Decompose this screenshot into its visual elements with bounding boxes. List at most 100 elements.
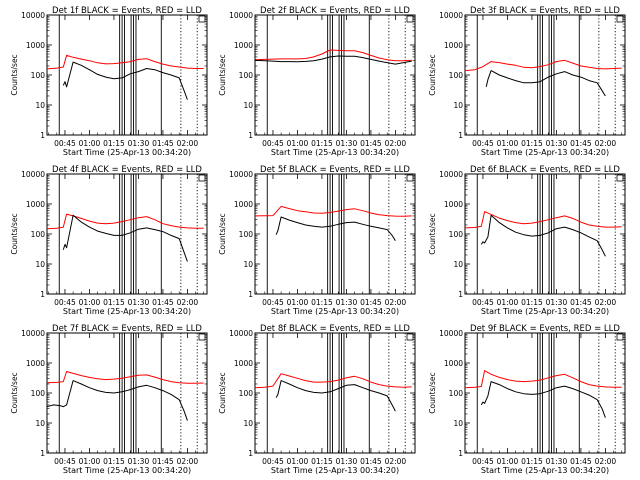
y-axis-label: Counts/sec — [10, 372, 19, 413]
x-axis-label: Start Time (25-Apr-13 00:34:20) — [481, 307, 609, 316]
panel-title: Det 6f BLACK = Events, RED = LLD — [470, 165, 620, 175]
x-tick-label: 01:45 — [360, 139, 382, 148]
series-lld — [464, 59, 622, 72]
panel-title: Det 8f BLACK = Events, RED = LLD — [260, 324, 410, 334]
y-tick-label: 1 — [458, 131, 463, 140]
x-tick-label: 00:45 — [54, 139, 76, 148]
x-axis-label: Start Time (25-Apr-13 00:34:20) — [271, 307, 399, 316]
x-tick-label: 01:00 — [79, 457, 101, 466]
y-tick-label: 1 — [248, 449, 253, 458]
x-tick-label: 01:45 — [360, 298, 382, 307]
y-tick-label: 10000 — [229, 170, 253, 179]
x-tick-label: 02:00 — [177, 457, 199, 466]
y-tick-label: 100 — [449, 389, 464, 398]
x-tick-label: 01:30 — [336, 139, 358, 148]
x-tick-label: 01:15 — [103, 298, 125, 307]
y-axis-label: Counts/sec — [428, 213, 437, 254]
panel-det-4: Det 4f BLACK = Events, RED = LLD 1 10 100 10… — [10, 165, 208, 316]
y-tick-label: 1000 — [444, 41, 463, 50]
y-tick-label: 100 — [31, 389, 46, 398]
legend-box — [616, 174, 624, 182]
y-tick-label: 10 — [243, 419, 253, 428]
x-tick-label: 00:45 — [472, 139, 494, 148]
series-lld — [254, 373, 412, 389]
y-axis-label: Counts/sec — [10, 213, 19, 254]
x-tick-label: 01:00 — [497, 139, 519, 148]
y-tick-label: 1 — [40, 290, 45, 299]
x-tick-label: 00:45 — [472, 298, 494, 307]
panel-det-7: Det 7f BLACK = Events, RED = LLD 1 10 100 10… — [10, 324, 208, 475]
legend-box — [406, 333, 414, 341]
y-tick-label: 100 — [239, 389, 254, 398]
x-tick-label: 01:00 — [287, 457, 309, 466]
series-events — [46, 380, 188, 421]
x-tick-label: 01:00 — [79, 298, 101, 307]
y-tick-label: 1000 — [234, 41, 253, 50]
y-axis-label: Counts/sec — [218, 54, 227, 95]
x-tick-label: 01:00 — [287, 298, 309, 307]
x-tick-label: 01:00 — [497, 457, 519, 466]
series-events — [480, 381, 606, 418]
panel-det-2: Det 2f BLACK = Events, RED = LLD 1 10 100 10… — [218, 6, 416, 157]
x-tick-label: 01:45 — [152, 139, 174, 148]
legend-box — [616, 333, 624, 341]
x-axis-label: Start Time (25-Apr-13 00:34:20) — [63, 148, 191, 157]
x-axis-label: Start Time (25-Apr-13 00:34:20) — [63, 466, 191, 475]
x-tick-label: 01:00 — [497, 298, 519, 307]
panel-title: Det 7f BLACK = Events, RED = LLD — [52, 324, 202, 334]
series-lld — [254, 205, 412, 217]
series-events — [485, 70, 606, 97]
series-lld — [254, 49, 412, 62]
y-tick-label: 1000 — [444, 359, 463, 368]
x-tick-label: 01:15 — [521, 298, 543, 307]
x-tick-label: 01:15 — [521, 457, 543, 466]
y-tick-label: 1000 — [26, 359, 45, 368]
y-tick-label: 100 — [449, 71, 464, 80]
panel-det-6: Det 6f BLACK = Events, RED = LLD 1 10 100 10… — [428, 165, 626, 316]
y-tick-label: 100 — [239, 230, 254, 239]
x-tick-label: 00:45 — [54, 457, 76, 466]
y-tick-label: 10 — [35, 101, 45, 110]
plot-frame — [254, 14, 416, 136]
x-tick-label: 01:30 — [546, 139, 568, 148]
x-axis-label: Start Time (25-Apr-13 00:34:20) — [271, 466, 399, 475]
y-tick-label: 10 — [35, 260, 45, 269]
x-tick-label: 01:00 — [287, 139, 309, 148]
x-tick-label: 00:45 — [262, 139, 284, 148]
x-axis-label: Start Time (25-Apr-13 00:34:20) — [63, 307, 191, 316]
x-tick-label: 01:30 — [128, 298, 150, 307]
x-axis-label: Start Time (25-Apr-13 00:34:20) — [271, 148, 399, 157]
x-tick-label: 01:45 — [152, 298, 174, 307]
y-tick-label: 10000 — [21, 170, 45, 179]
x-tick-label: 01:30 — [546, 457, 568, 466]
x-tick-label: 00:45 — [472, 457, 494, 466]
x-tick-label: 01:15 — [311, 457, 333, 466]
series-events — [62, 61, 188, 100]
y-tick-label: 100 — [31, 71, 46, 80]
legend-box — [406, 15, 414, 23]
series-lld — [46, 213, 204, 230]
series-lld — [46, 54, 204, 70]
x-tick-label: 02:00 — [385, 298, 407, 307]
x-tick-label: 01:30 — [128, 139, 150, 148]
y-tick-label: 10000 — [439, 11, 463, 20]
x-tick-label: 01:45 — [360, 457, 382, 466]
series-events — [275, 380, 396, 412]
plot-frame — [254, 332, 416, 454]
panel-title: Det 4f BLACK = Events, RED = LLD — [52, 165, 202, 175]
panel-det-8: Det 8f BLACK = Events, RED = LLD 1 10 100 10… — [218, 324, 416, 475]
x-tick-label: 00:45 — [262, 298, 284, 307]
x-tick-label: 02:00 — [595, 298, 617, 307]
x-tick-label: 01:45 — [152, 457, 174, 466]
y-axis-label: Counts/sec — [428, 372, 437, 413]
y-axis-label: Counts/sec — [218, 213, 227, 254]
x-tick-label: 01:30 — [128, 457, 150, 466]
series-events — [480, 214, 606, 257]
x-tick-label: 01:15 — [311, 139, 333, 148]
series-lld — [46, 371, 204, 384]
series-lld — [464, 211, 622, 229]
x-tick-label: 02:00 — [595, 139, 617, 148]
y-axis-label: Counts/sec — [10, 54, 19, 95]
panel-det-5: Det 5f BLACK = Events, RED = LLD 1 10 100 10… — [218, 165, 416, 316]
